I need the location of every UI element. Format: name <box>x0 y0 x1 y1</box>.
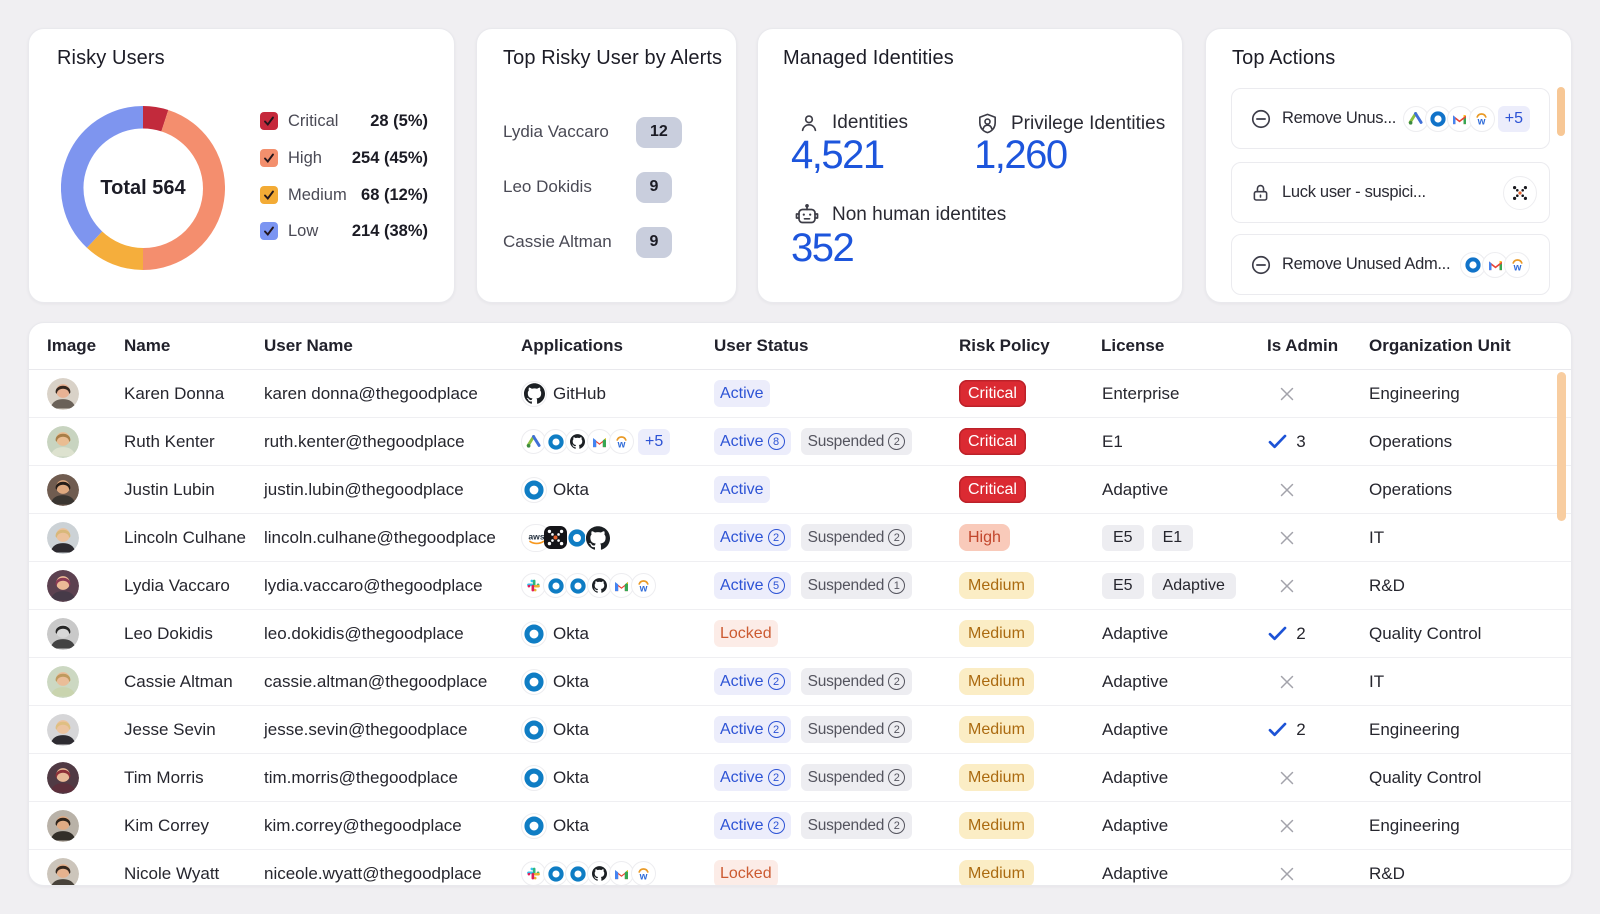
svg-text:w: w <box>639 871 648 882</box>
svg-text:w: w <box>639 583 648 594</box>
svg-text:w: w <box>1477 116 1486 127</box>
svg-text:w: w <box>1512 262 1521 273</box>
svg-text:aws: aws <box>528 531 544 541</box>
svg-text:w: w <box>617 439 626 450</box>
